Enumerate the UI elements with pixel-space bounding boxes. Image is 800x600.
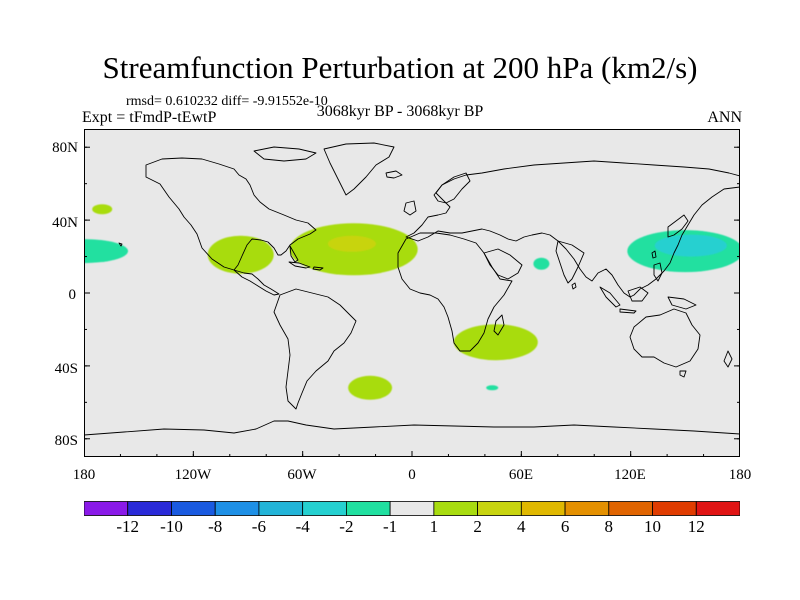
colorbar-label: -6	[251, 517, 266, 536]
lat-tick-80n: 80N	[52, 140, 78, 156]
colorbar-label: -1	[383, 517, 398, 536]
colorbar-box	[389, 501, 435, 516]
colorbar-label: 10	[644, 517, 661, 536]
anomaly-contour	[453, 324, 538, 361]
lat-tick-40s: 40S	[54, 361, 78, 377]
coast-sri-lanka	[571, 282, 577, 290]
lon-tick-120w: 120W	[174, 467, 212, 483]
colorbar-label: -8	[208, 517, 223, 536]
anomaly-contour	[348, 375, 393, 400]
colorbar	[84, 501, 740, 516]
coastlines	[84, 142, 740, 436]
colorbar-box	[345, 501, 391, 516]
coast-central-america	[233, 269, 280, 296]
lon-tick-180w: 180	[72, 467, 96, 483]
coast-scandinavia	[433, 172, 471, 204]
anomaly-contour	[84, 239, 128, 264]
colorbar-box	[564, 501, 610, 516]
map-ticks	[84, 146, 740, 457]
coast-tasmania	[679, 370, 687, 378]
colorbar-label: 1	[429, 517, 439, 536]
coast-borneo	[627, 286, 649, 302]
plot-title: Streamfunction Perturbation at 200 hPa (…	[102, 50, 698, 85]
anomaly-contour	[654, 234, 727, 257]
lon-tick-60e: 60E	[508, 467, 534, 483]
anomaly-contour	[92, 204, 113, 215]
lon-tick-120e: 120E	[614, 467, 646, 483]
colorbar-label: -4	[295, 517, 310, 536]
colorbar-box	[302, 501, 347, 516]
colorbar-label: 6	[560, 517, 570, 536]
colorbar-box	[477, 501, 522, 516]
coast-south-america	[273, 288, 357, 410]
coast-java	[619, 308, 637, 314]
lon-tick-0: 0	[408, 467, 416, 483]
colorbar-box	[84, 501, 129, 516]
coast-new-zealand	[723, 350, 733, 368]
lat-tick-40n: 40N	[52, 215, 78, 231]
coast-iceland	[385, 170, 403, 179]
coast-philippines	[653, 262, 663, 282]
coast-new-guinea	[667, 296, 697, 310]
coast-japan	[667, 214, 689, 238]
coast-antarctica	[84, 420, 740, 436]
rmsd-diff-stats: rmsd= 0.610232 diff= -9.91552e-10	[126, 94, 328, 109]
coast-africa	[397, 232, 513, 352]
anomaly-contour	[207, 235, 274, 274]
coast-greenland	[323, 142, 395, 196]
lon-tick-180e: 180	[728, 467, 752, 483]
coast-arctic-islands	[253, 146, 317, 162]
colorbar-box	[171, 501, 216, 516]
coast-cuba	[288, 261, 311, 269]
coast-eurasia	[405, 160, 740, 298]
colorbar-box	[127, 501, 172, 516]
experiment-label: Expt = tFmdP-tEwtP	[82, 109, 217, 126]
anomaly-contours	[84, 204, 740, 400]
coast-australia	[629, 308, 701, 368]
coast-india	[555, 240, 585, 284]
map-background	[84, 129, 740, 457]
colorbar-box	[433, 501, 478, 516]
coast-north-america	[145, 157, 317, 271]
colorbar-box	[608, 501, 653, 516]
coast-madagascar	[493, 314, 505, 336]
colorbar-box	[258, 501, 304, 516]
time-period-label: 3068kyr BP - 3068kyr BP	[316, 103, 484, 120]
coast-hawaii	[118, 242, 123, 247]
world-map	[84, 129, 740, 457]
colorbar-box	[652, 501, 697, 516]
coast-taiwan	[651, 250, 657, 259]
coast-florida	[289, 245, 299, 263]
coast-arabia	[483, 248, 523, 280]
anomaly-contour	[533, 257, 550, 270]
anomaly-contour	[486, 385, 499, 391]
colorbar-label: 4	[517, 517, 526, 536]
colorbar-label: -12	[116, 517, 140, 536]
colorbar-label: -10	[160, 517, 183, 536]
colorbar-label: 2	[473, 517, 482, 536]
lat-tick-80s: 80S	[54, 433, 78, 449]
colorbar-box	[214, 501, 260, 516]
lon-tick-60w: 60W	[287, 467, 317, 483]
colorbar-box	[520, 501, 566, 516]
colorbar-label: -2	[339, 517, 354, 536]
coast-hispaniola	[312, 266, 324, 271]
colorbar-label: 12	[687, 517, 705, 536]
coast-british-isles	[403, 200, 417, 216]
anomaly-contour	[327, 235, 376, 252]
colorbar-label: 8	[604, 517, 614, 536]
colorbar-box	[695, 501, 740, 516]
season-label: ANN	[707, 109, 742, 126]
lat-tick-0: 0	[68, 287, 77, 303]
coast-sumatra	[599, 286, 621, 308]
